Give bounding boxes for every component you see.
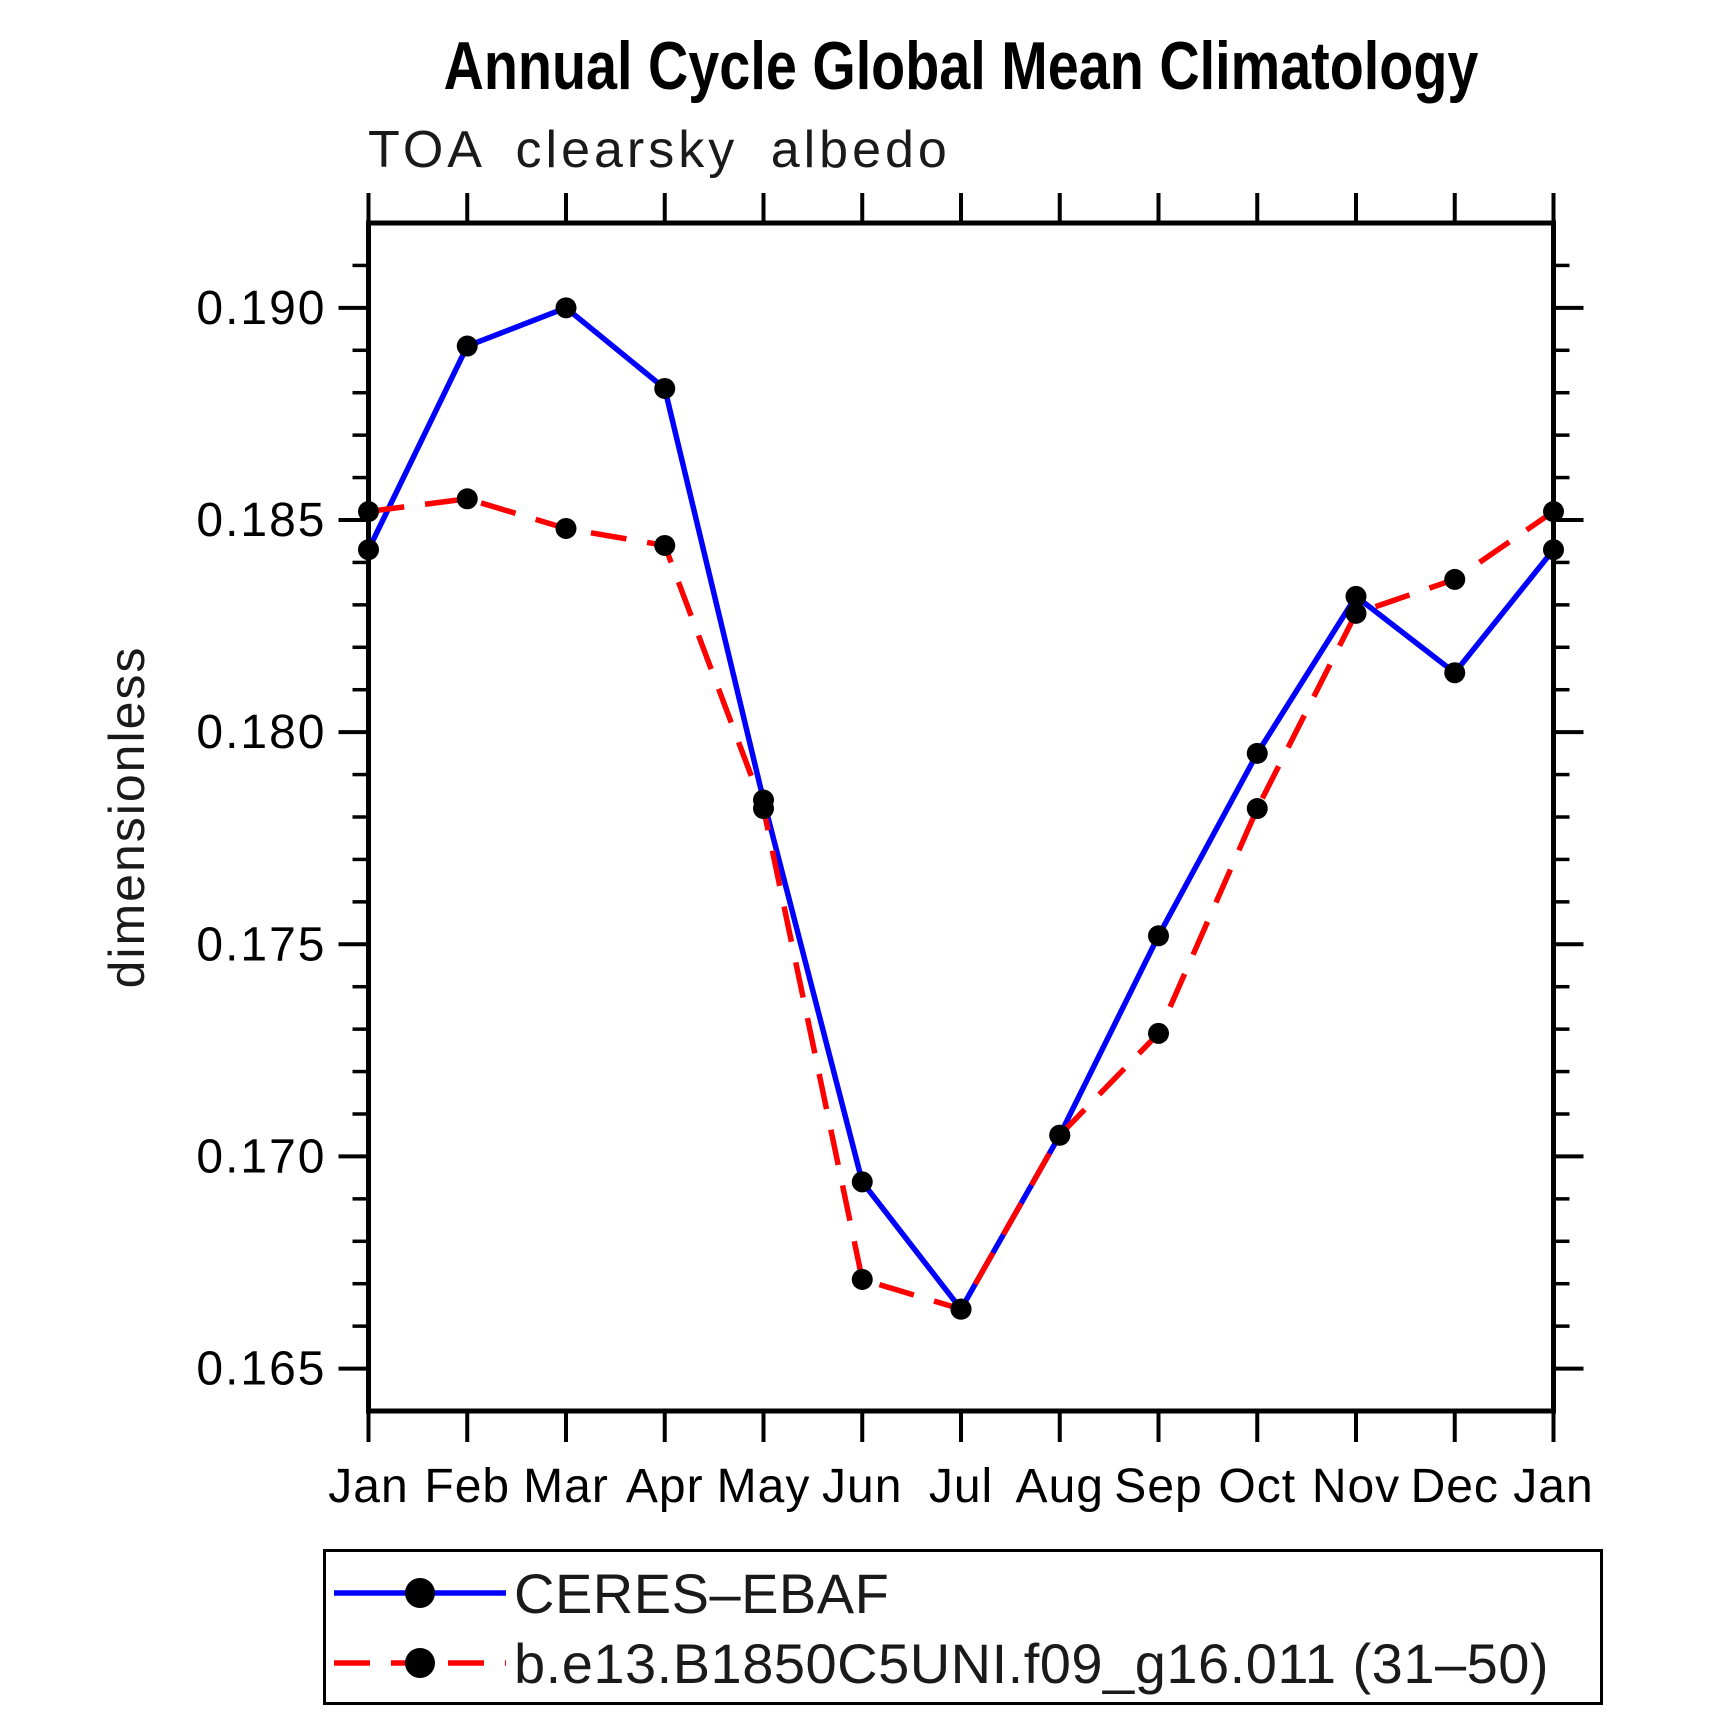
- legend-marker-dot-icon: [405, 1648, 435, 1678]
- y-tick-label: 0.180: [196, 706, 326, 759]
- series-line-ceres-ebaf: [366, 305, 1556, 1312]
- data-point-ceres-ebaf-feb: [456, 335, 478, 357]
- plot-frame: [366, 220, 1556, 1414]
- chart-title: Annual Cycle Global Mean Climatology: [443, 28, 1479, 104]
- y-tick-label: 0.170: [196, 1130, 326, 1183]
- x-tick-label: Mar: [523, 1460, 609, 1513]
- data-point-ceres-ebaf-nov: [1345, 585, 1367, 607]
- x-tick-label: Dec: [1411, 1460, 1499, 1513]
- y-tick-label: 0.165: [196, 1343, 326, 1396]
- x-tick-label: Jan: [328, 1460, 408, 1513]
- legend-marker-dot-icon: [405, 1578, 435, 1608]
- data-point-model-run-jul: [950, 1298, 972, 1320]
- data-point-model-run-aug: [1049, 1124, 1071, 1146]
- x-tick-label: Apr: [626, 1460, 704, 1513]
- legend-line-dashed-red: [334, 1648, 506, 1678]
- data-point-model-run-jun: [851, 1268, 873, 1290]
- legend-label-model-run: b.e13.B1850C5UNI.f09_g16.011 (31–50): [514, 1631, 1550, 1695]
- x-tick-label: Sep: [1114, 1460, 1202, 1513]
- legend-line-solid-blue: [334, 1578, 506, 1608]
- x-tick-label: Aug: [1016, 1460, 1104, 1513]
- data-point-model-run-feb: [456, 488, 478, 510]
- x-tick-label: May: [717, 1460, 811, 1513]
- data-point-model-run-nov: [1345, 602, 1367, 624]
- legend-item-ceres-ebaf: CERES–EBAF: [332, 1558, 1594, 1628]
- y-tick-label: 0.190: [196, 282, 326, 335]
- data-point-ceres-ebaf-apr: [654, 377, 676, 399]
- data-point-ceres-ebaf-jan: [1543, 539, 1564, 561]
- data-point-model-run-apr: [654, 534, 676, 556]
- data-point-ceres-ebaf-jun: [851, 1171, 873, 1193]
- data-point-model-run-mar: [555, 517, 577, 539]
- x-tick-label: Jul: [929, 1460, 993, 1513]
- x-tick-label: Nov: [1312, 1460, 1400, 1513]
- x-tick-label: Feb: [424, 1460, 510, 1513]
- data-point-model-run-sep: [1148, 1022, 1169, 1044]
- data-point-model-run-oct: [1246, 798, 1268, 820]
- legend-item-model-run: b.e13.B1850C5UNI.f09_g16.011 (31–50): [332, 1628, 1594, 1698]
- y-tick-label: 0.175: [196, 918, 326, 971]
- data-point-model-run-dec: [1444, 568, 1466, 590]
- x-tick-label: Oct: [1218, 1460, 1296, 1513]
- legend-label-ceres-ebaf: CERES–EBAF: [514, 1561, 890, 1625]
- data-point-ceres-ebaf-dec: [1444, 662, 1466, 684]
- data-point-model-run-jan: [358, 501, 379, 523]
- x-tick-label: Jun: [822, 1460, 902, 1513]
- legend-box: CERES–EBAF b.e13.B1850C5UNI.f09_g16.011 …: [323, 1549, 1603, 1705]
- data-point-ceres-ebaf-sep: [1148, 925, 1169, 947]
- series-line-model-run: [368, 496, 1556, 1312]
- data-point-ceres-ebaf-jan: [358, 539, 379, 561]
- x-tick-label: Jan: [1513, 1460, 1593, 1513]
- y-tick-label: 0.185: [196, 494, 326, 547]
- data-point-model-run-may: [753, 798, 774, 820]
- data-point-model-run-jan: [1543, 501, 1564, 523]
- data-point-ceres-ebaf-mar: [555, 297, 577, 319]
- chart-subtitle: TOA clearsky albedo: [368, 121, 951, 179]
- data-point-ceres-ebaf-oct: [1246, 742, 1268, 764]
